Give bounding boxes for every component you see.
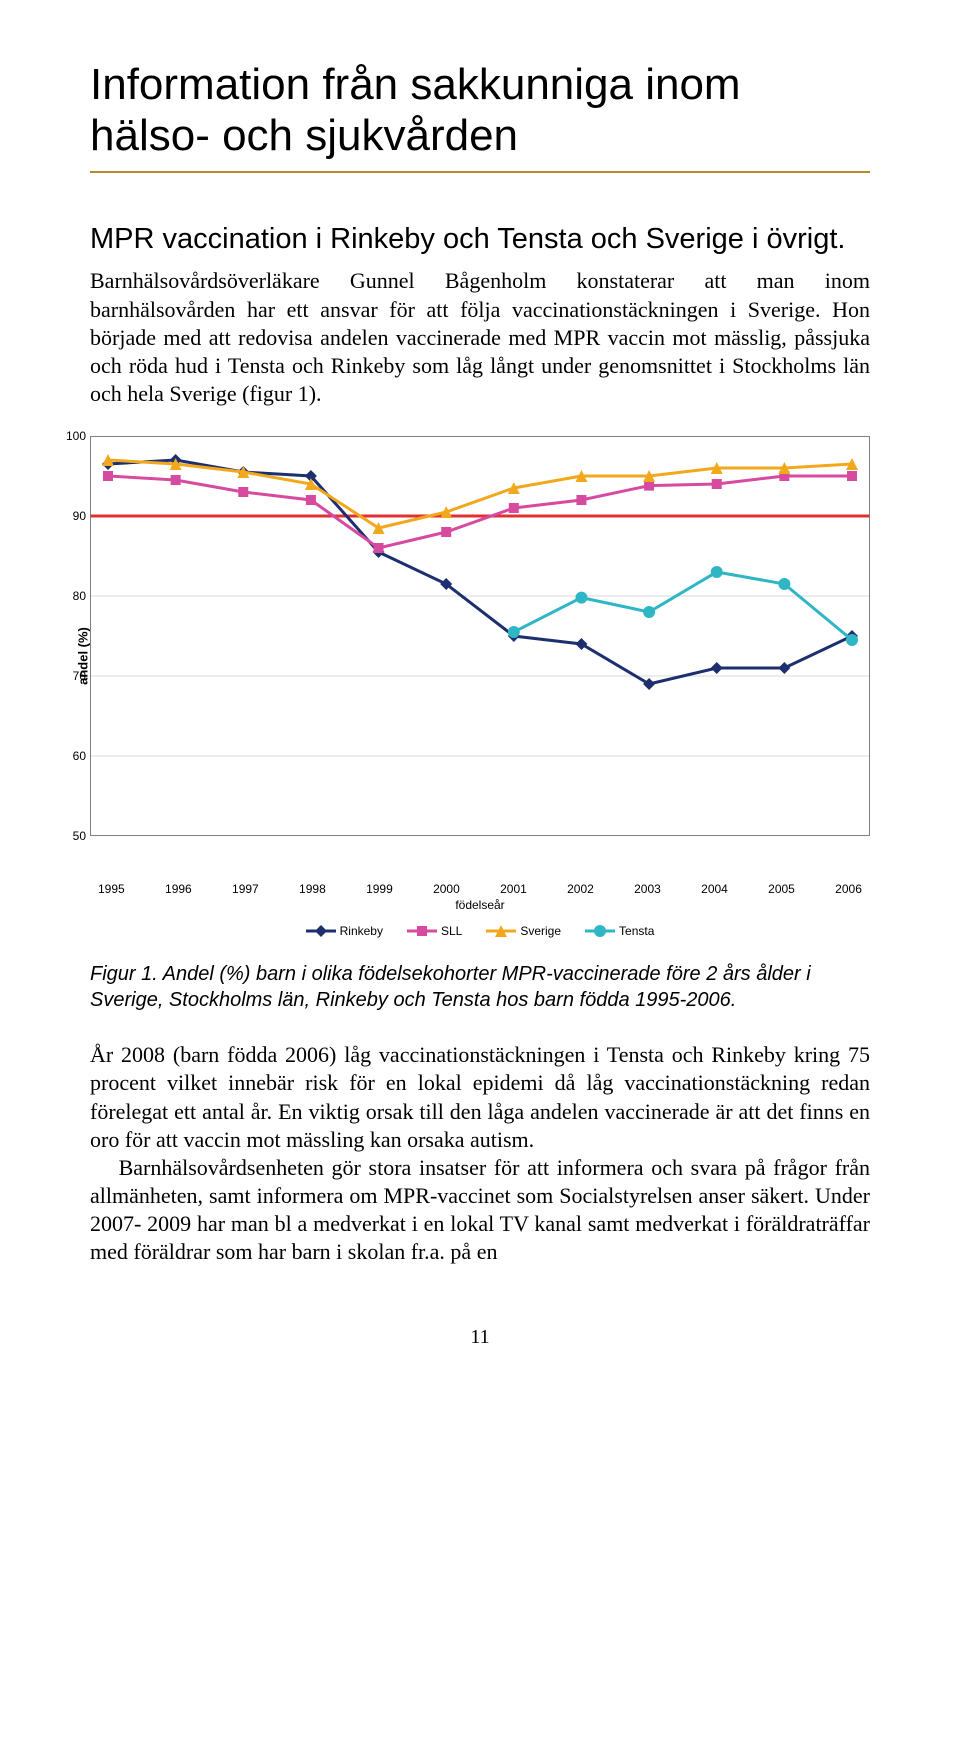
chart-container: andel (%) 5060708090100 1995199619971998… (90, 436, 870, 941)
body-paragraphs: År 2008 (barn födda 2006) låg vaccinatio… (90, 1041, 870, 1266)
x-tick: 1995 (98, 882, 125, 896)
y-tick: 80 (62, 589, 86, 603)
x-tick: 2006 (835, 882, 862, 896)
paragraph-2: År 2008 (barn födda 2006) låg vaccinatio… (90, 1041, 870, 1154)
x-tick: 2004 (701, 882, 728, 896)
page-title: Information från sakkunniga inom hälso- … (90, 60, 870, 173)
paragraph-1: Barnhälsovårdsöverläkare Gunnel Bågenhol… (90, 267, 870, 408)
x-tick: 2005 (768, 882, 795, 896)
y-tick: 70 (62, 669, 86, 683)
paragraph-3: Barnhälsovårdsenheten gör stora insatser… (90, 1154, 870, 1267)
x-axis-label: födelseår (90, 898, 870, 912)
section-subtitle: MPR vaccination i Rinkeby och Tensta och… (90, 221, 870, 257)
chart-legend: Rinkeby SLL Sverige Tensta (90, 924, 870, 941)
x-tick: 1999 (366, 882, 393, 896)
x-tick: 1997 (232, 882, 259, 896)
page-number: 11 (90, 1326, 870, 1349)
legend-item: Sverige (486, 924, 561, 938)
figure-caption: Figur 1. Andel (%) barn i olika födelsek… (90, 961, 870, 1013)
x-tick: 2002 (567, 882, 594, 896)
intro-paragraph: Barnhälsovårdsöverläkare Gunnel Bågenhol… (90, 267, 870, 408)
x-tick: 1996 (165, 882, 192, 896)
x-tick: 1998 (299, 882, 326, 896)
legend-item: Rinkeby (306, 924, 383, 938)
x-tick: 2001 (500, 882, 527, 896)
legend-item: SLL (407, 924, 462, 938)
y-tick: 100 (62, 429, 86, 443)
legend-item: Tensta (585, 924, 654, 938)
y-tick: 90 (62, 509, 86, 523)
x-tick: 2000 (433, 882, 460, 896)
x-tick: 2003 (634, 882, 661, 896)
chart-svg (90, 436, 870, 836)
y-tick: 60 (62, 749, 86, 763)
y-tick: 50 (62, 829, 86, 843)
